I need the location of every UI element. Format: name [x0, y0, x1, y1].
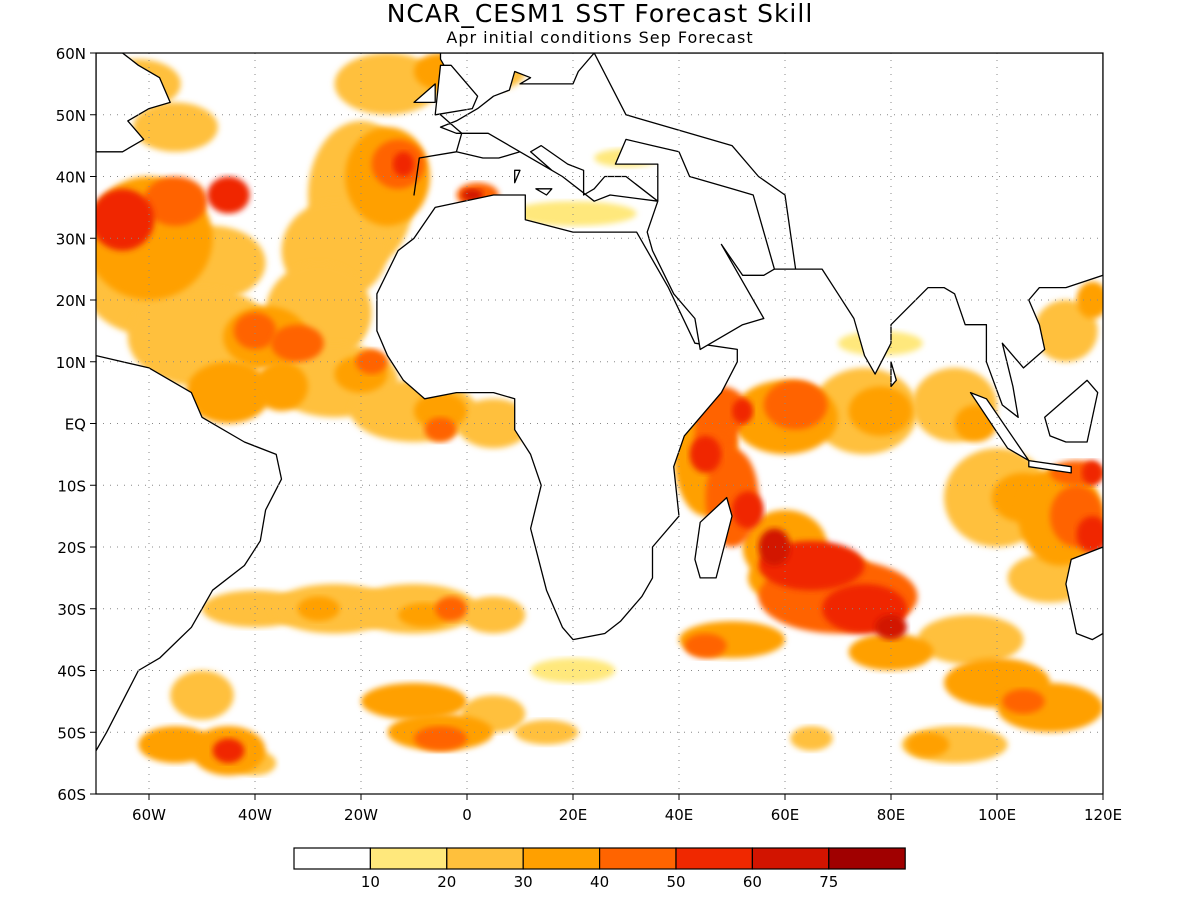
map-title: NCAR_CESM1 SST Forecast Skill	[386, 0, 814, 28]
lon-tick-label: 20E	[559, 806, 588, 824]
colorbar-swatch	[293, 847, 372, 870]
land-mass	[413, 83, 436, 104]
lon-tick-labels: 60W 40W 20W 0 20E 40E 60E 80E 100E 120E	[132, 794, 1122, 824]
land-mass	[96, 53, 171, 153]
colorbar-swatch	[369, 847, 448, 870]
land-mass	[413, 53, 776, 351]
lat-tick-label: 20S	[57, 539, 86, 557]
colorbar-swatch	[522, 847, 601, 870]
lat-tick-label: 30N	[56, 230, 86, 248]
map-subtitle: Apr initial conditions Sep Forecast	[446, 28, 754, 47]
colorbar-label: 20	[437, 873, 456, 891]
skill-region	[1076, 516, 1103, 554]
skill-region	[509, 201, 637, 226]
land-mass	[694, 496, 733, 579]
colorbar-label: 60	[743, 873, 762, 891]
skill-region	[255, 361, 308, 412]
skill-region	[848, 633, 934, 671]
skill-region	[684, 633, 727, 659]
colorbar-swatch	[598, 847, 677, 870]
plot-area: 60N 50N 40N 30N 20N 10N EQ 10S 20S 30S 40S 50S 60S 6…	[56, 45, 1122, 824]
lat-tick-label: 10S	[57, 477, 86, 495]
skill-region	[689, 435, 722, 473]
lat-tick-label: 20N	[56, 292, 86, 310]
land-mass	[890, 361, 897, 388]
lon-tick-label: 80E	[877, 806, 906, 824]
lon-tick-label: 100E	[978, 806, 1016, 824]
lat-tick-label: 50S	[57, 724, 86, 742]
land-mass	[376, 194, 738, 641]
lat-tick-label: 10N	[56, 354, 86, 372]
colorbar-label: 30	[514, 873, 533, 891]
lon-tick-label: 0	[462, 806, 472, 824]
skill-region	[297, 596, 340, 622]
skill-region	[456, 398, 531, 449]
skill-region	[917, 614, 1024, 665]
colorbar-swatch	[828, 847, 906, 870]
land-mass	[96, 354, 283, 752]
lon-tick-label: 60W	[132, 806, 166, 824]
skill-region	[212, 738, 245, 764]
skill-region	[514, 719, 579, 745]
land-mass	[514, 169, 521, 184]
colorbar: 10 20 30 40 50 60 75	[293, 847, 906, 891]
lon-tick-label: 120E	[1084, 806, 1122, 824]
skill-region	[435, 596, 467, 622]
skill-region	[758, 528, 791, 566]
lon-tick-label: 40W	[238, 806, 272, 824]
colorbar-label: 50	[666, 873, 685, 891]
lat-tick-label: 50N	[56, 107, 86, 125]
colorbar-swatch	[675, 847, 754, 870]
skill-region	[414, 392, 467, 430]
skill-region	[763, 380, 828, 430]
skill-region	[186, 361, 271, 424]
skill-region	[207, 176, 250, 214]
skill-region	[392, 151, 414, 177]
skill-region	[270, 324, 324, 362]
skill-region	[1076, 281, 1103, 319]
skill-region	[355, 349, 388, 375]
lat-tick-labels: 60N 50N 40N 30N 20N 10N EQ 10S 20S 30S 40S 50S 60S	[56, 45, 96, 804]
skill-region	[790, 726, 833, 751]
land-mass	[1028, 459, 1072, 474]
lat-tick-label: 40S	[57, 663, 86, 681]
colorbar-label: 40	[590, 873, 609, 891]
land-outlines	[96, 53, 1103, 752]
skill-region	[424, 417, 457, 443]
skill-region	[461, 596, 526, 634]
lon-tick-label: 40E	[665, 806, 694, 824]
lat-tick-label: EQ	[65, 416, 86, 434]
skill-region	[848, 386, 913, 436]
skill-region	[1034, 300, 1098, 362]
lat-tick-label: 60S	[57, 786, 86, 804]
skill-region	[414, 726, 467, 751]
colorbar-label: 10	[361, 873, 380, 891]
colorbar-swatch	[751, 847, 830, 870]
skill-region	[233, 312, 277, 350]
skill-region	[906, 732, 950, 757]
lat-tick-label: 40N	[56, 169, 86, 187]
skill-region	[1002, 689, 1045, 714]
land-mass	[535, 188, 553, 196]
skill-region	[361, 682, 467, 720]
lat-tick-label: 30S	[57, 601, 86, 619]
skill-region	[170, 670, 234, 720]
skill-region	[127, 287, 277, 387]
skill-region	[143, 176, 208, 226]
land-mass	[1044, 379, 1099, 443]
land-mass	[1065, 546, 1103, 641]
skill-region	[133, 102, 218, 152]
skill-region	[732, 398, 754, 424]
lon-tick-label: 60E	[771, 806, 800, 824]
skill-region	[732, 491, 764, 529]
lon-tick-label: 20W	[344, 806, 378, 824]
colorbar-swatch	[446, 847, 524, 870]
skill-region	[96, 188, 155, 251]
colorbar-label: 75	[819, 873, 838, 891]
skill-region	[334, 53, 441, 115]
land-mass	[593, 53, 1103, 418]
lat-tick-label: 60N	[56, 45, 86, 63]
skill-region	[1081, 460, 1103, 486]
